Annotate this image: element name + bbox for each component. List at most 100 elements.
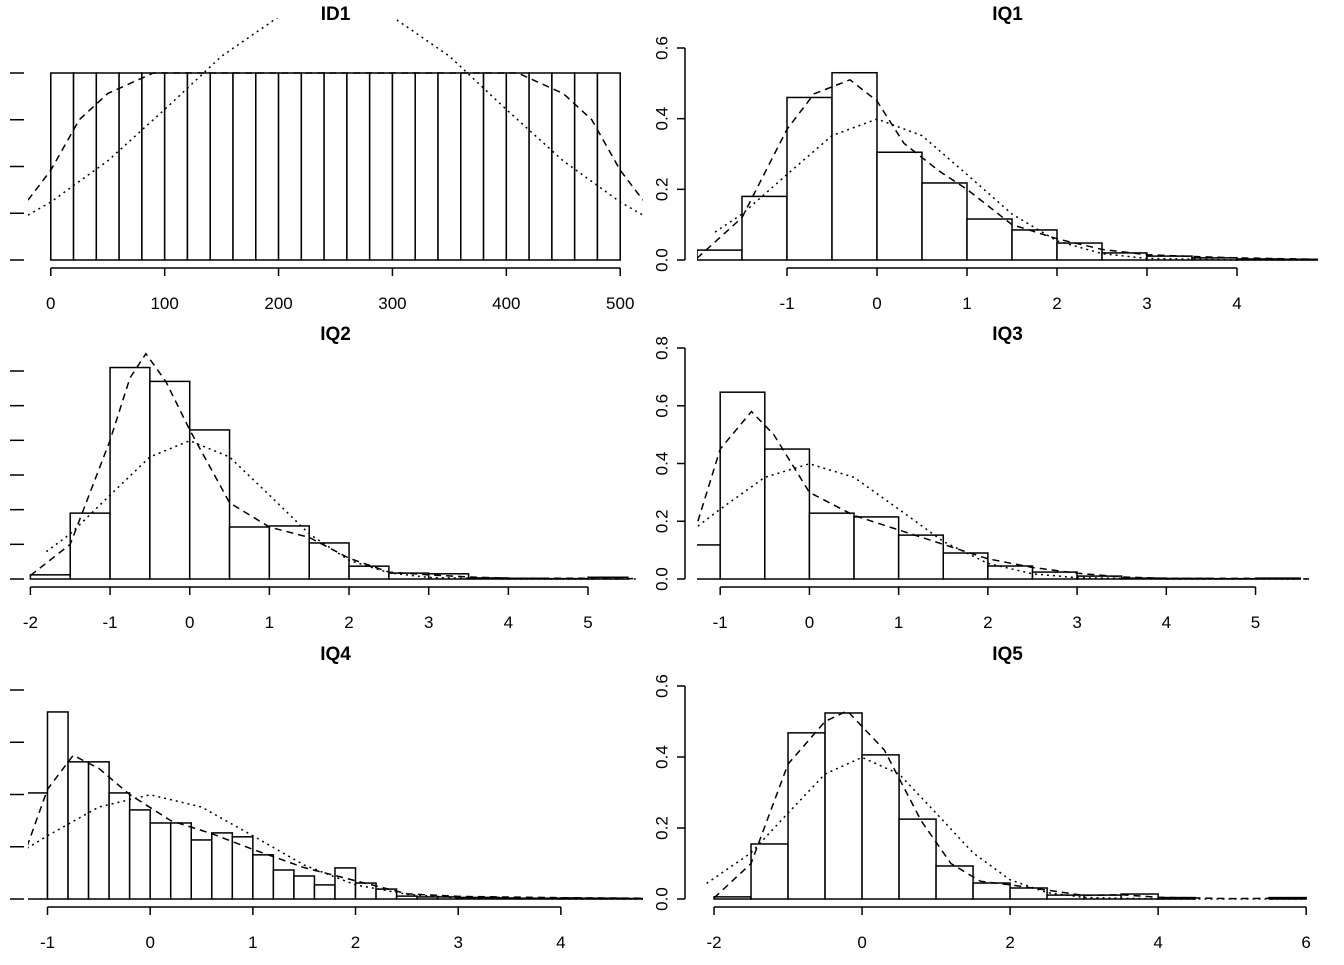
bar [461,73,484,260]
bar [349,566,389,579]
bar [230,527,270,579]
bar [877,152,922,260]
y-tick-label: 0.8 [652,336,671,360]
bar [714,897,751,899]
bar [27,793,48,899]
x-tick-label: 0 [46,294,55,313]
bar [392,73,415,260]
bar [397,896,418,899]
y-tick-label: 0.2 [652,178,671,202]
bar [967,219,1012,260]
bar [529,73,552,260]
x-tick-label: -1 [102,613,117,632]
panel-title: IQ1 [992,4,1023,25]
x-tick-label: -1 [779,294,794,313]
x-tick-label: 1 [894,613,903,632]
x-tick-label: 200 [264,294,292,313]
bar [191,840,212,899]
x-tick-label: 0 [805,613,814,632]
bar [973,883,1010,899]
x-tick-label: 2 [1005,933,1014,952]
bar [479,897,500,899]
panel-title: IQ5 [992,644,1023,665]
bar [854,517,899,579]
bar [922,183,967,260]
x-tick-label: 500 [606,294,634,313]
bar [899,819,936,899]
bar [988,566,1033,579]
bar [788,733,825,899]
bar [809,513,854,579]
x-tick-label: 2 [351,933,360,952]
x-tick-label: 2 [1052,294,1061,313]
bar [70,513,110,579]
bar [765,449,810,579]
bar [787,97,832,260]
bars [27,712,643,899]
bar [862,755,899,899]
bar [314,885,335,899]
bar [751,844,788,899]
x-tick-label: 0 [145,933,154,952]
bar [309,543,349,579]
bar [417,897,438,899]
x-tick-label: 4 [556,933,565,952]
x-tick-label: 5 [583,613,592,632]
x-tick-label: 0 [857,933,866,952]
bar [273,870,294,899]
x-tick-label: 6 [1301,933,1310,952]
bar [142,73,165,260]
bar [233,73,256,260]
y-tick-label: 0.2 [652,509,671,533]
bar [279,73,302,260]
bar [370,73,393,260]
x-tick-label: 2 [344,613,353,632]
bar [347,73,370,260]
bar [376,889,397,899]
bar [48,712,69,899]
bar [301,73,324,260]
x-tick-label: 3 [453,933,462,952]
x-tick-label: 4 [1162,613,1171,632]
bar [294,876,315,899]
bar [210,73,233,260]
y-tick-label: 0.4 [652,452,671,476]
bar [438,73,461,260]
panel-title: IQ4 [320,644,351,665]
bar [697,250,742,260]
y-tick-label: 0.4 [652,107,671,131]
bar [212,833,233,899]
y-tick-label: 0.6 [652,674,671,698]
y-tick-label: 0.0 [652,248,671,272]
bar [936,866,973,899]
bar [335,868,356,899]
x-tick-label: 400 [492,294,520,313]
bar [415,73,438,260]
bar [269,526,309,579]
y-tick-label: 0.0 [652,887,671,911]
bar [171,823,192,899]
x-tick-label: -1 [40,933,55,952]
panel-title: IQ2 [320,324,351,345]
bars [714,713,1306,899]
bar [119,73,142,260]
x-tick-label: -2 [23,613,38,632]
bar [130,810,151,899]
x-tick-label: 0 [872,294,881,313]
x-tick-label: 0 [185,613,194,632]
bar [256,73,279,260]
bar [68,762,89,899]
bar [676,545,721,579]
x-tick-label: -2 [706,933,721,952]
bar [575,73,598,260]
bar [484,73,507,260]
x-tick-label: 2 [983,613,992,632]
bar [1012,230,1057,260]
bar [187,73,210,260]
bar [597,73,620,260]
bars [51,73,620,260]
